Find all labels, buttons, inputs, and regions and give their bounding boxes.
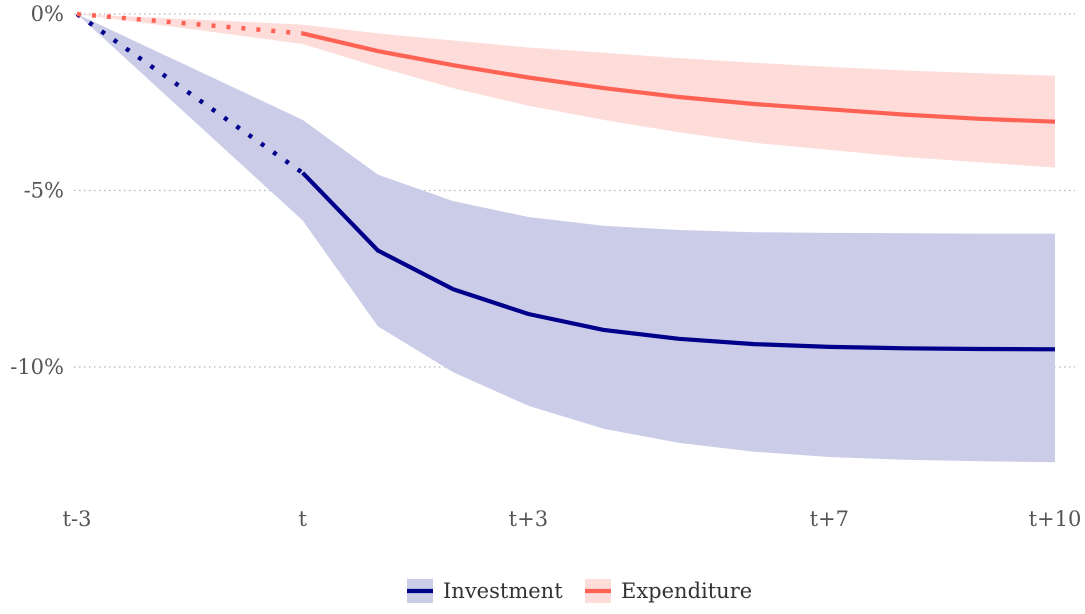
x-tick-label: t+10: [1029, 507, 1082, 531]
legend-item-expenditure: Expenditure: [585, 579, 752, 603]
expenditure-confidence-band: [77, 14, 1055, 168]
x-tick-label: t+3: [509, 507, 548, 531]
investment-line: [301, 171, 1056, 352]
expenditure-line: [302, 31, 1056, 124]
series-lines: [75, 11, 1056, 352]
y-tick-label: -10%: [10, 355, 64, 379]
confidence-bands: [77, 14, 1055, 463]
x-tick-label: t-3: [63, 507, 92, 531]
y-axis-ticks: 0% -5% -10%: [10, 2, 64, 379]
x-axis-ticks: t-3 t t+3 t+7 t+10: [63, 507, 1082, 531]
y-tick-label: 0%: [31, 2, 64, 26]
legend-item-investment: Investment: [407, 579, 563, 603]
legend-label-investment: Investment: [443, 579, 563, 603]
x-tick-label: t+7: [810, 507, 849, 531]
legend-label-expenditure: Expenditure: [621, 579, 752, 603]
y-tick-label: -5%: [24, 179, 64, 203]
legend: Investment Expenditure: [407, 579, 752, 603]
investment-confidence-band: [77, 14, 1055, 463]
investment-pre-period-line: [75, 12, 304, 175]
x-tick-label: t: [298, 507, 307, 531]
